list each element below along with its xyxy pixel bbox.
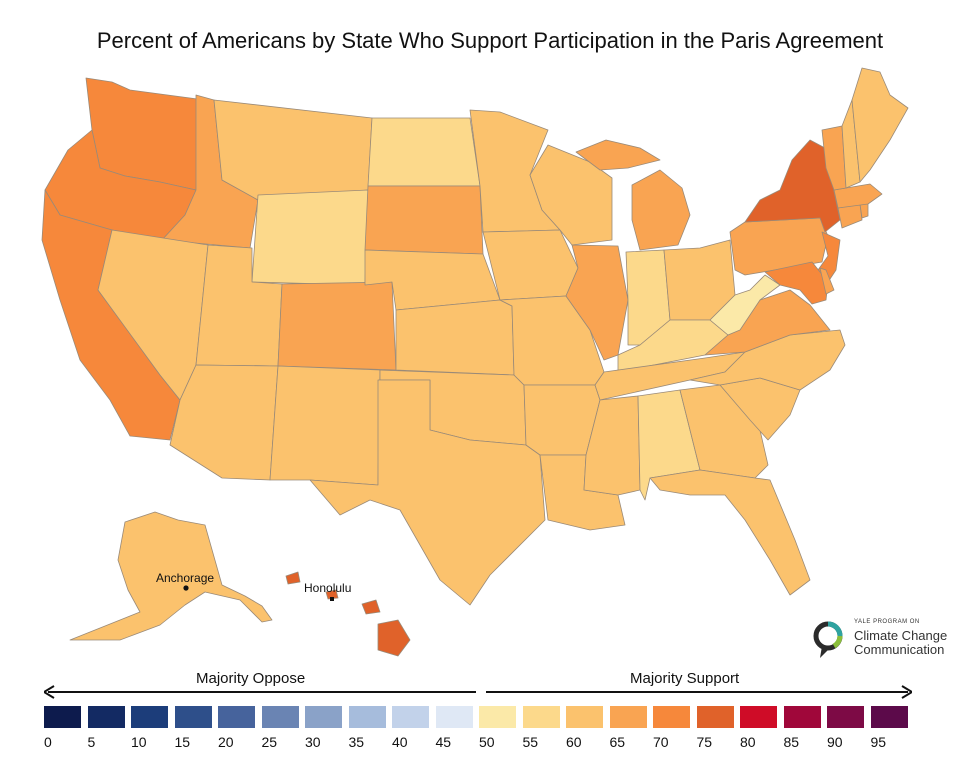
legend-tick-label: 0 xyxy=(44,734,52,750)
legend-tick-label: 75 xyxy=(696,734,713,750)
legend-tick-label: 5 xyxy=(87,734,96,750)
state-DE xyxy=(819,267,835,295)
legend-swatch xyxy=(131,706,168,728)
legend-tick-label: 15 xyxy=(174,734,191,750)
us-state-map: Anchorage Honolulu xyxy=(41,67,909,657)
legend-swatch xyxy=(305,706,342,728)
legend-tick-label: 85 xyxy=(783,734,800,750)
legend-swatch xyxy=(522,706,560,728)
logo-line-2: Communication xyxy=(854,642,945,657)
legend-tick-label: 45 xyxy=(435,734,452,750)
city-label-honolulu: Honolulu xyxy=(304,581,351,595)
legend-swatch xyxy=(653,706,690,728)
legend-swatch xyxy=(696,706,734,728)
city-marker-anchorage xyxy=(183,585,189,591)
legend-tick-label: 70 xyxy=(653,734,669,750)
legend-swatch xyxy=(87,706,125,728)
state-ME xyxy=(851,67,909,183)
state-TX xyxy=(309,379,546,606)
legend-oppose-label: Majority Oppose xyxy=(196,670,306,687)
legend-tick-label: 25 xyxy=(261,734,278,750)
state-HI-big xyxy=(377,619,411,657)
legend-swatch xyxy=(348,706,386,728)
legend-swatch xyxy=(479,706,516,728)
legend-swatch xyxy=(218,706,255,728)
logo-line-1: Climate Change xyxy=(854,628,948,643)
legend-tick-label: 65 xyxy=(609,734,626,750)
map-title: Percent of Americans by State Who Suppor… xyxy=(96,28,884,53)
legend-swatch xyxy=(870,706,908,728)
state-MA xyxy=(833,183,883,209)
state-HI-kauai xyxy=(285,571,301,585)
state-ND xyxy=(367,117,481,187)
state-SD xyxy=(364,185,484,255)
legend-swatch xyxy=(261,706,299,728)
state-IA xyxy=(482,229,579,301)
legend-tick-label: 20 xyxy=(218,734,234,750)
state-NY xyxy=(744,139,841,233)
legend-tick-label: 95 xyxy=(870,734,887,750)
state-IL xyxy=(565,244,629,361)
legend-tick-label: 30 xyxy=(305,734,321,750)
state-CO xyxy=(277,281,397,371)
state-NM xyxy=(269,365,381,486)
legend-tick-label: 55 xyxy=(522,734,539,750)
state-FL xyxy=(649,469,811,596)
legend-tick-label: 40 xyxy=(392,734,408,750)
legend-swatch xyxy=(174,706,212,728)
logo-main-text: Climate Change Communication xyxy=(854,629,947,657)
state-KS xyxy=(395,299,515,376)
state-WY xyxy=(251,189,369,286)
state-MD xyxy=(764,261,829,305)
legend-swatch xyxy=(827,706,864,728)
legend-swatch xyxy=(740,706,777,728)
logo-small-text: YALE PROGRAM ON xyxy=(854,619,920,625)
state-MT xyxy=(213,99,373,201)
legend-swatch xyxy=(392,706,429,728)
legend-tick-label: 90 xyxy=(827,734,843,750)
state-MI-UP xyxy=(575,139,661,171)
legend-tick-label: 50 xyxy=(479,734,495,750)
city-marker-honolulu xyxy=(330,597,334,601)
state-HI-maui xyxy=(361,599,381,615)
legend-swatch xyxy=(44,706,81,728)
legend-tick-label: 10 xyxy=(131,734,147,750)
legend-tick-label: 35 xyxy=(348,734,365,750)
support-arrow-icon xyxy=(486,685,912,699)
state-VT xyxy=(821,125,847,191)
legend-tick-label: 80 xyxy=(740,734,756,750)
legend-support-label: Majority Support xyxy=(630,670,740,687)
legend-tick-label: 60 xyxy=(566,734,582,750)
state-HI-oahu xyxy=(325,589,339,600)
legend-swatch xyxy=(783,706,821,728)
city-label-anchorage: Anchorage xyxy=(156,571,214,585)
state-AK xyxy=(69,511,273,641)
legend-swatch xyxy=(435,706,473,728)
state-MI xyxy=(631,169,691,251)
legend-swatch xyxy=(609,706,647,728)
oppose-arrow-icon xyxy=(44,685,476,699)
ycc-logo-icon xyxy=(813,621,843,658)
legend-swatch xyxy=(566,706,603,728)
state-WI xyxy=(529,144,613,246)
